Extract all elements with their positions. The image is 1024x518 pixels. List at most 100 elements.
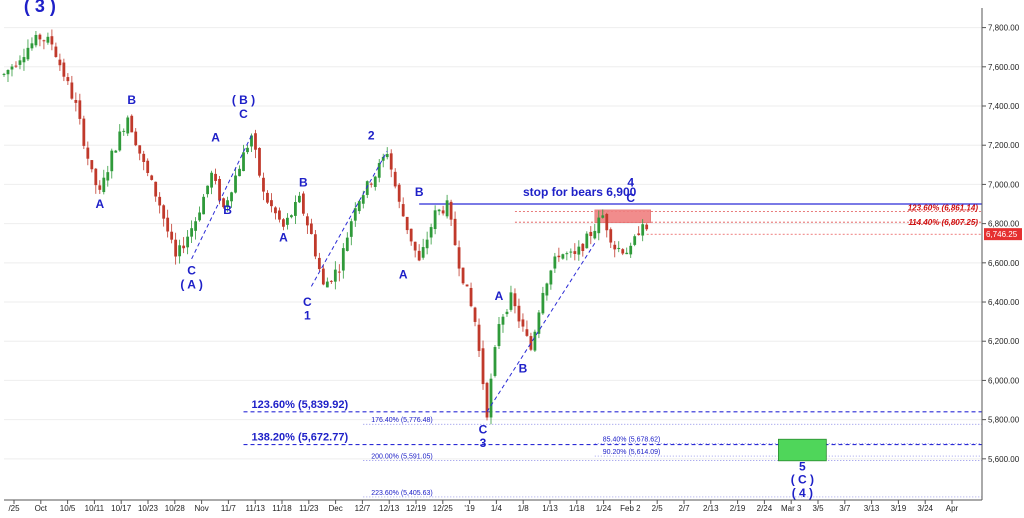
candle-body [301,193,305,214]
x-tick-label: 2/19 [730,504,746,513]
candle-body [413,241,417,251]
wave-label: ( C ) [791,472,814,486]
candle-body [14,65,18,67]
candle-body [118,131,122,151]
candle-body [429,227,433,238]
candle-body [138,145,142,154]
candle-body [325,281,329,288]
candle-body [210,172,213,188]
candle-body [521,319,525,327]
candle-body [90,160,94,170]
candle-body [361,195,365,204]
candle-body [18,60,22,65]
fib-minor-label: 200.00% (5,591.05) [371,454,433,461]
candle-body [465,284,469,287]
candle-body [529,336,533,350]
candle-body [453,218,457,246]
candle-body [218,178,221,201]
price-candles [2,29,649,425]
axes: 5,600.00 5,800.00 6,000.00 6,200.00 6,400.00… [4,8,1022,513]
candle-body [393,171,397,187]
x-tick-label: 11/13 [245,504,265,513]
x-tick-label: 2/13 [703,504,719,513]
fib-major-label: 123.60% (5,839.92) [251,399,348,411]
resistance-box [594,209,651,223]
fib-top-label: 123.60% (6,861.14) [908,204,979,213]
wave-label: B [519,362,528,376]
candle-body [433,210,437,230]
candle-body [206,185,209,195]
candle-body [242,152,245,172]
candle-body [274,207,277,214]
candle-body [409,228,413,242]
candle-body [565,253,569,255]
candle-body [557,255,561,258]
x-tick-label: 12/19 [406,504,427,513]
wave-label: 2 [368,128,375,142]
candle-body [278,210,281,220]
candle-body [246,147,249,153]
candle-body [405,216,409,231]
y-tick-label: 7,200.00 [988,141,1020,150]
candle-body [305,216,309,226]
stop-annotation: stop for bears 6,900 [523,185,637,199]
wave-label: A [399,268,408,282]
candle-body [349,221,353,237]
candle-body [178,245,182,257]
candle-body [2,73,6,75]
last-price-tag [984,228,1022,241]
candle-body [537,312,541,334]
candle-body [385,154,389,158]
candle-body [365,181,369,195]
candle-body [397,184,401,202]
candle-body [34,34,38,46]
x-tick-label: 1/18 [569,504,585,513]
candle-body [597,217,601,234]
candle-body [641,224,645,236]
x-tick-label: 11/18 [272,504,292,513]
candle-body [270,200,273,207]
candle-body [573,251,577,254]
candle-body [50,36,54,45]
last-price-label: 6,746.25 [986,230,1018,239]
candle-body [282,219,285,227]
candle-body [525,329,529,336]
candle-body [369,183,373,185]
wave-label: C [303,295,312,309]
wave-label: B [127,93,136,107]
candle-body [238,168,241,177]
candle-body [313,234,317,257]
target-boxes [594,209,827,462]
y-tick-label: 5,600.00 [988,455,1020,464]
candle-body [633,236,637,245]
candle-body [78,100,82,119]
wave-label: A [95,197,104,211]
y-tick-label: 6,000.00 [988,376,1020,385]
candle-body [441,210,445,214]
candle-body [294,201,297,216]
x-tick-label: 12/13 [379,504,400,513]
wave-label: ( 3 ) [24,0,56,16]
candle-body [517,305,521,322]
x-tick-label: 10/17 [111,504,132,513]
candle-body [94,168,98,186]
x-tick-label: 1/24 [596,504,612,513]
candle-body [333,269,337,282]
wave-label: 5 [799,460,806,474]
candle-body [286,217,289,225]
fib-minor-label: 223.60% (5,405.63) [371,490,433,497]
wave-label: C [239,107,248,121]
wave-label: A [211,130,220,144]
candle-body [345,237,349,251]
candle-body [493,347,497,376]
candle-body [445,200,449,217]
candle-body [513,293,517,307]
candle-body [373,176,377,187]
x-tick-label: 3/19 [891,504,907,513]
candle-body [174,239,178,257]
x-tick-label: 12/7 [355,504,371,513]
candle-body [42,40,46,42]
x-tick-label: 12/25 [433,504,454,513]
y-tick-label: 6,800.00 [988,220,1020,229]
